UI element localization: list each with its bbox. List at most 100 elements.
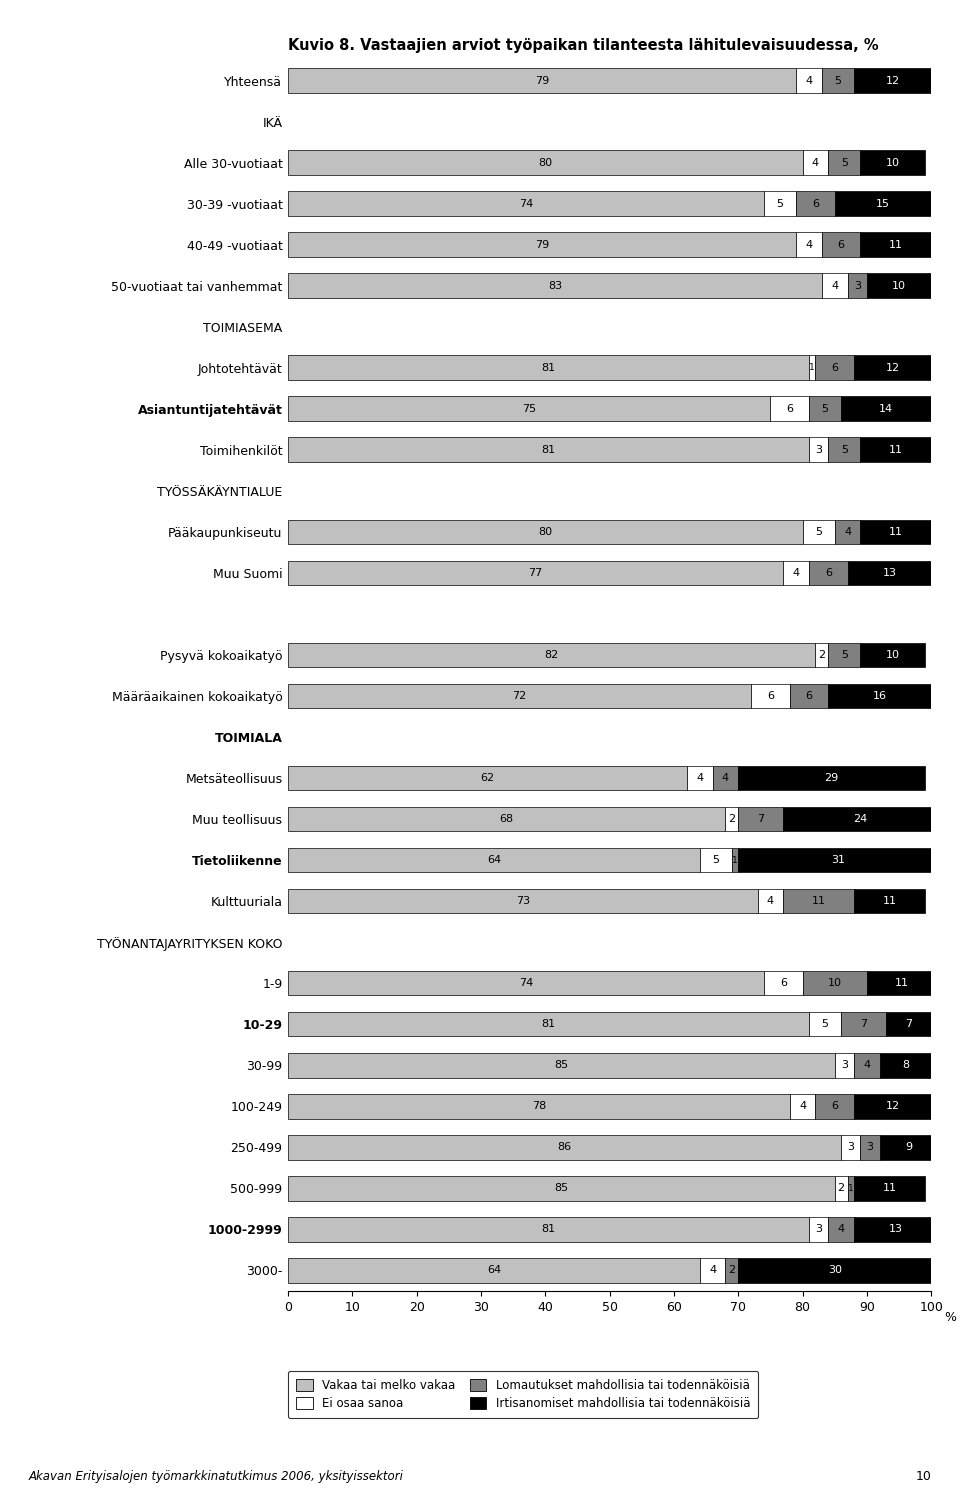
Text: 13: 13 (882, 567, 897, 578)
Text: 13: 13 (889, 1225, 902, 1234)
Text: 62: 62 (480, 773, 494, 784)
Bar (738, 1258, 931, 1283)
Bar (796, 68, 822, 93)
Bar (796, 233, 822, 257)
Text: 11: 11 (811, 896, 826, 907)
Text: 5: 5 (777, 198, 783, 209)
Bar (288, 889, 757, 914)
Bar (726, 806, 738, 832)
Bar (809, 437, 828, 462)
Text: 4: 4 (708, 1265, 716, 1276)
Bar (848, 273, 867, 299)
Text: 6: 6 (825, 567, 831, 578)
Text: 78: 78 (532, 1102, 546, 1111)
Text: 4: 4 (863, 1060, 871, 1070)
Bar (828, 1217, 854, 1241)
Text: 6: 6 (805, 690, 812, 701)
Bar (854, 1175, 924, 1201)
Bar (288, 150, 803, 176)
Bar (834, 519, 860, 545)
Bar (822, 68, 854, 93)
Text: 1: 1 (809, 363, 815, 372)
Bar (726, 1258, 738, 1283)
Bar (860, 1135, 879, 1160)
Bar (783, 560, 809, 585)
Bar (803, 971, 867, 995)
Bar (809, 356, 815, 380)
Bar (288, 1258, 700, 1283)
Text: 7: 7 (905, 1019, 912, 1030)
Bar (288, 191, 764, 216)
Bar (803, 519, 834, 545)
Text: 3: 3 (848, 1142, 854, 1153)
Bar (854, 356, 931, 380)
Bar (288, 971, 764, 995)
Bar (854, 68, 931, 93)
Text: 85: 85 (554, 1183, 568, 1193)
Text: 79: 79 (535, 75, 549, 86)
Bar (783, 889, 854, 914)
Bar (860, 642, 924, 668)
Bar (288, 396, 770, 422)
Text: 11: 11 (889, 444, 902, 455)
Bar (834, 1052, 854, 1078)
Text: 12: 12 (885, 363, 900, 372)
Bar (828, 437, 860, 462)
Bar (288, 1175, 834, 1201)
Text: 79: 79 (535, 240, 549, 249)
Bar (854, 889, 924, 914)
Text: 15: 15 (876, 198, 890, 209)
Bar (738, 806, 783, 832)
Text: 2: 2 (818, 650, 826, 660)
Text: 4: 4 (767, 896, 774, 907)
Text: 6: 6 (767, 690, 774, 701)
Text: 4: 4 (696, 773, 704, 784)
Bar (732, 848, 738, 872)
Text: 16: 16 (873, 690, 887, 701)
Bar (288, 806, 726, 832)
Text: 4: 4 (844, 527, 852, 537)
Text: 72: 72 (513, 690, 527, 701)
Bar (828, 150, 860, 176)
Bar (860, 233, 931, 257)
Text: 11: 11 (882, 1183, 897, 1193)
Text: 7: 7 (860, 1019, 867, 1030)
Bar (848, 1175, 854, 1201)
Bar (764, 971, 803, 995)
Bar (738, 766, 924, 791)
Text: 12: 12 (885, 75, 900, 86)
Bar (288, 519, 803, 545)
Text: 74: 74 (518, 198, 533, 209)
Text: 6: 6 (831, 363, 838, 372)
Bar (809, 1217, 828, 1241)
Bar (834, 1175, 848, 1201)
Bar (841, 1135, 860, 1160)
Bar (770, 396, 809, 422)
Text: 4: 4 (812, 158, 819, 168)
Text: 3: 3 (867, 1142, 874, 1153)
Text: 3: 3 (841, 1060, 848, 1070)
Text: 5: 5 (841, 444, 848, 455)
Bar (860, 150, 924, 176)
Bar (757, 889, 783, 914)
Text: 73: 73 (516, 896, 530, 907)
Text: 6: 6 (838, 240, 845, 249)
Bar (288, 273, 822, 299)
Bar (288, 848, 700, 872)
Bar (854, 1217, 938, 1241)
Bar (822, 233, 860, 257)
Text: Akavan Erityisalojen työmarkkinatutkimus 2006, yksityissektori: Akavan Erityisalojen työmarkkinatutkimus… (29, 1469, 403, 1483)
Bar (815, 356, 854, 380)
Text: 11: 11 (882, 896, 897, 907)
Bar (790, 1094, 815, 1118)
Text: 77: 77 (529, 567, 542, 578)
Text: 4: 4 (799, 1102, 806, 1111)
Bar (686, 766, 712, 791)
Bar (867, 273, 931, 299)
Text: 4: 4 (837, 1225, 845, 1234)
Bar (288, 1012, 809, 1037)
Text: 24: 24 (853, 814, 868, 824)
Text: 2: 2 (729, 1265, 735, 1276)
Text: 10: 10 (892, 281, 906, 291)
Text: 83: 83 (548, 281, 562, 291)
